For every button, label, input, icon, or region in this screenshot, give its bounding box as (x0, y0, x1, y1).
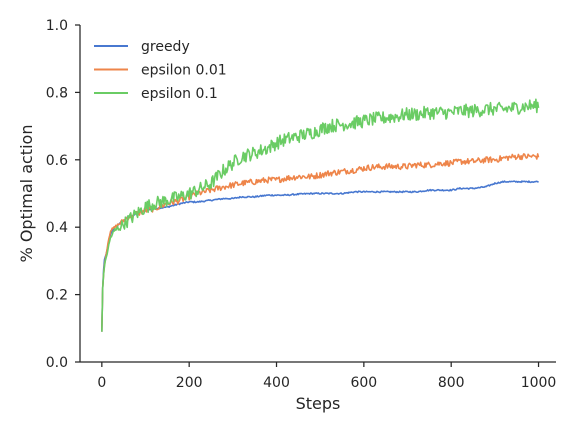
y-tick-label: 0.6 (46, 153, 68, 169)
x-tick-label: 800 (438, 375, 465, 391)
x-axis-title: Steps (296, 394, 341, 413)
legend-label: greedy (141, 39, 190, 55)
legend-label: epsilon 0.01 (141, 63, 227, 79)
y-tick-label: 1.0 (46, 18, 68, 34)
legend: greedy epsilon 0.01 epsilon 0.1 (94, 39, 227, 102)
y-tick-label: 0.2 (46, 288, 68, 304)
y-tick-label: 0.8 (46, 85, 68, 101)
x-tick-label: 600 (350, 375, 377, 391)
series-line-2 (101, 153, 540, 332)
x-tick-label: 1000 (521, 375, 557, 391)
y-tick-label: 0.0 (46, 355, 68, 371)
axes-layer (79, 25, 556, 363)
series-layer (101, 98, 540, 332)
x-tick-label: 400 (263, 375, 290, 391)
series-line-3 (101, 98, 540, 332)
y-tick-label: 0.4 (46, 220, 68, 236)
legend-label: epsilon 0.1 (141, 86, 218, 102)
x-tick-label: 200 (176, 375, 203, 391)
y-ticks: 0.0 0.2 0.4 0.6 0.8 1.0 (46, 18, 80, 371)
series-line-1 (101, 180, 540, 332)
x-ticks: 0 200 400 600 800 1000 (97, 362, 556, 391)
x-tick-label: 0 (97, 375, 106, 391)
y-axis-title: % Optimal action (17, 125, 36, 263)
